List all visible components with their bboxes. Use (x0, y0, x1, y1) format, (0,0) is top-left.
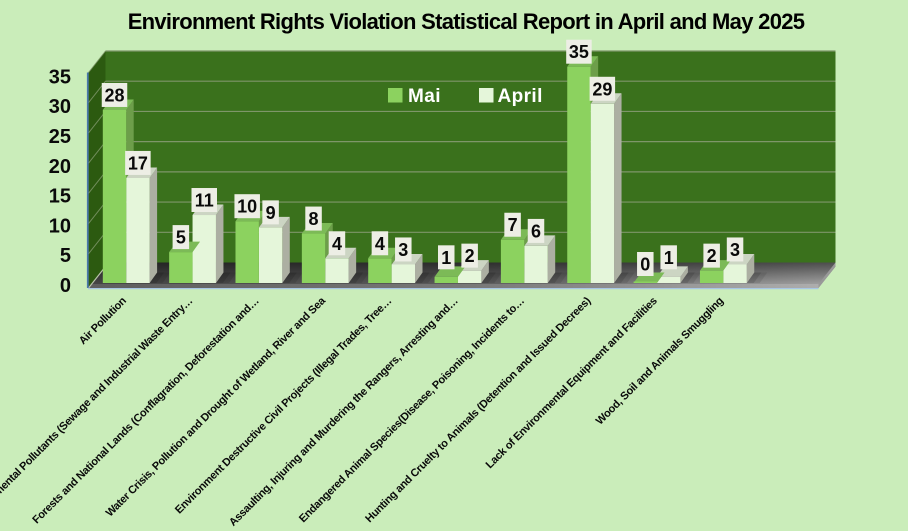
svg-text:29: 29 (592, 79, 612, 99)
svg-text:10: 10 (237, 197, 257, 217)
svg-text:25: 25 (49, 126, 71, 148)
svg-text:Environment Rights Violation S: Environment Rights Violation Statistical… (128, 9, 805, 34)
svg-text:2: 2 (465, 246, 475, 266)
svg-text:6: 6 (531, 221, 541, 241)
svg-text:1: 1 (441, 248, 451, 268)
svg-text:10: 10 (49, 215, 71, 237)
svg-text:1: 1 (664, 248, 674, 268)
svg-text:2: 2 (707, 246, 717, 266)
svg-text:4: 4 (375, 234, 385, 254)
svg-text:11: 11 (195, 191, 214, 211)
svg-text:35: 35 (569, 42, 589, 62)
svg-text:8: 8 (309, 209, 319, 229)
svg-text:35: 35 (49, 66, 71, 88)
svg-text:9: 9 (266, 203, 276, 223)
svg-text:5: 5 (176, 228, 186, 248)
svg-text:5: 5 (60, 245, 71, 267)
svg-text:3: 3 (730, 240, 740, 260)
svg-text:7: 7 (508, 215, 518, 235)
svg-text:20: 20 (49, 156, 71, 178)
svg-text:4: 4 (332, 234, 342, 254)
svg-text:15: 15 (49, 186, 71, 208)
svg-text:0: 0 (640, 255, 650, 275)
svg-text:28: 28 (104, 85, 124, 105)
svg-text:0: 0 (60, 275, 71, 297)
svg-text:30: 30 (49, 96, 71, 118)
svg-text:3: 3 (398, 240, 408, 260)
svg-text:Mai: Mai (408, 86, 441, 107)
svg-text:April: April (498, 86, 543, 107)
svg-text:17: 17 (128, 153, 148, 173)
